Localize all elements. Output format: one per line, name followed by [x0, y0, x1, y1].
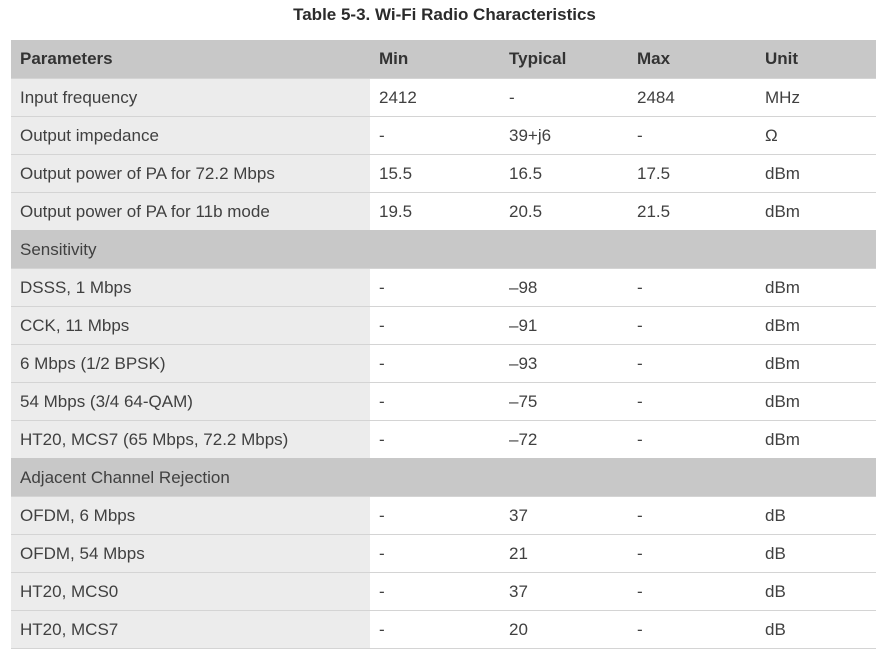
cell-max: - [628, 344, 756, 383]
cell-unit: MHz [756, 78, 876, 117]
table-row: CCK, 11 Mbps - –91 - dBm [11, 306, 876, 345]
cell-min: - [370, 572, 500, 611]
table-row: 6 Mbps (1/2 BPSK) - –93 - dBm [11, 344, 876, 383]
cell-typical: –91 [500, 306, 628, 345]
cell-unit: dBm [756, 192, 876, 231]
cell-typical: 21 [500, 534, 628, 573]
cell-unit: dB [756, 572, 876, 611]
cell-parameter: Output impedance [11, 116, 370, 155]
cell-typical: 37 [500, 572, 628, 611]
section-title: Adjacent Channel Rejection [11, 458, 876, 497]
table-row: HT20, MCS0 - 37 - dB [11, 572, 876, 611]
table-row: Output power of PA for 72.2 Mbps 15.5 16… [11, 154, 876, 193]
cell-typical: 16.5 [500, 154, 628, 193]
cell-parameter: 6 Mbps (1/2 BPSK) [11, 344, 370, 383]
cell-max: - [628, 496, 756, 535]
cell-min: 19.5 [370, 192, 500, 231]
cell-typical: –93 [500, 344, 628, 383]
cell-min: 15.5 [370, 154, 500, 193]
cell-unit: dBm [756, 154, 876, 193]
section-row-adjacent-channel-rejection: Adjacent Channel Rejection [11, 458, 876, 497]
cell-min: - [370, 382, 500, 421]
cell-min: - [370, 306, 500, 345]
cell-min: - [370, 268, 500, 307]
cell-parameter: HT20, MCS7 [11, 610, 370, 649]
cell-typical: –75 [500, 382, 628, 421]
cell-typical: 37 [500, 496, 628, 535]
cell-parameter: OFDM, 54 Mbps [11, 534, 370, 573]
cell-min: - [370, 116, 500, 155]
cell-unit: dBm [756, 420, 876, 459]
cell-parameter: HT20, MCS0 [11, 572, 370, 611]
wifi-radio-characteristics-table: Parameters Min Typical Max Unit Input fr… [11, 40, 876, 649]
cell-typical: 39+j6 [500, 116, 628, 155]
cell-parameter: OFDM, 6 Mbps [11, 496, 370, 535]
cell-min: - [370, 496, 500, 535]
table-caption: Table 5-3. Wi-Fi Radio Characteristics [293, 5, 596, 24]
cell-min: - [370, 344, 500, 383]
cell-min: 2412 [370, 78, 500, 117]
cell-min: - [370, 420, 500, 459]
section-row-sensitivity: Sensitivity [11, 230, 876, 269]
header-parameters: Parameters [11, 40, 370, 79]
cell-unit: dB [756, 610, 876, 649]
cell-typical: 20.5 [500, 192, 628, 231]
cell-parameter: Output power of PA for 11b mode [11, 192, 370, 231]
header-typical: Typical [500, 40, 628, 79]
table-row: DSSS, 1 Mbps - –98 - dBm [11, 268, 876, 307]
cell-max: 21.5 [628, 192, 756, 231]
cell-unit: dB [756, 496, 876, 535]
table-row: Input frequency 2412 - 2484 MHz [11, 78, 876, 117]
table-row: OFDM, 6 Mbps - 37 - dB [11, 496, 876, 535]
cell-min: - [370, 534, 500, 573]
cell-typical: 20 [500, 610, 628, 649]
cell-max: 17.5 [628, 154, 756, 193]
cell-max: - [628, 116, 756, 155]
cell-parameter: Input frequency [11, 78, 370, 117]
table-row: 54 Mbps (3/4 64-QAM) - –75 - dBm [11, 382, 876, 421]
cell-unit: dBm [756, 268, 876, 307]
cell-max: - [628, 610, 756, 649]
cell-max: - [628, 420, 756, 459]
header-min: Min [370, 40, 500, 79]
cell-unit: Ω [756, 116, 876, 155]
cell-unit: dBm [756, 382, 876, 421]
cell-max: - [628, 306, 756, 345]
cell-unit: dB [756, 534, 876, 573]
cell-max: - [628, 382, 756, 421]
cell-parameter: CCK, 11 Mbps [11, 306, 370, 345]
cell-max: - [628, 534, 756, 573]
cell-parameter: HT20, MCS7 (65 Mbps, 72.2 Mbps) [11, 420, 370, 459]
table-row: HT20, MCS7 (65 Mbps, 72.2 Mbps) - –72 - … [11, 420, 876, 459]
cell-unit: dBm [756, 344, 876, 383]
header-unit: Unit [756, 40, 876, 79]
cell-max: 2484 [628, 78, 756, 117]
table-row: HT20, MCS7 - 20 - dB [11, 610, 876, 649]
cell-parameter: Output power of PA for 72.2 Mbps [11, 154, 370, 193]
cell-parameter: DSSS, 1 Mbps [11, 268, 370, 307]
cell-typical: - [500, 78, 628, 117]
header-max: Max [628, 40, 756, 79]
cell-min: - [370, 610, 500, 649]
table-row: OFDM, 54 Mbps - 21 - dB [11, 534, 876, 573]
table-row: Output power of PA for 11b mode 19.5 20.… [11, 192, 876, 231]
cell-typical: –98 [500, 268, 628, 307]
cell-unit: dBm [756, 306, 876, 345]
cell-max: - [628, 572, 756, 611]
cell-max: - [628, 268, 756, 307]
header-row: Parameters Min Typical Max Unit [11, 40, 876, 79]
section-title: Sensitivity [11, 230, 876, 269]
table-row: Output impedance - 39+j6 - Ω [11, 116, 876, 155]
cell-typical: –72 [500, 420, 628, 459]
cell-parameter: 54 Mbps (3/4 64-QAM) [11, 382, 370, 421]
